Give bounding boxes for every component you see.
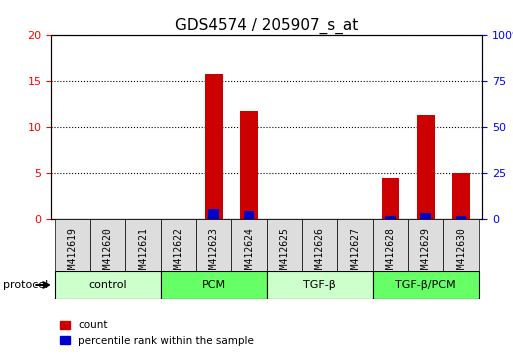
FancyBboxPatch shape [373, 219, 408, 271]
FancyBboxPatch shape [55, 219, 90, 271]
FancyBboxPatch shape [231, 219, 267, 271]
Text: GSM412627: GSM412627 [350, 227, 360, 280]
Text: GSM412629: GSM412629 [421, 227, 431, 280]
Text: protocol: protocol [3, 280, 48, 290]
FancyBboxPatch shape [161, 271, 267, 299]
FancyBboxPatch shape [267, 219, 302, 271]
Bar [382, 178, 399, 219]
FancyBboxPatch shape [267, 271, 373, 299]
Legend: count, percentile rank within the sample: count, percentile rank within the sample [56, 317, 258, 349]
FancyBboxPatch shape [443, 219, 479, 271]
FancyBboxPatch shape [55, 271, 161, 299]
Text: GSM412621: GSM412621 [138, 227, 148, 280]
Text: GSM412624: GSM412624 [244, 227, 254, 280]
Text: GSM412625: GSM412625 [280, 227, 289, 280]
Text: TGF-β/PCM: TGF-β/PCM [396, 280, 456, 290]
FancyBboxPatch shape [126, 219, 161, 271]
Text: GSM412623: GSM412623 [209, 227, 219, 280]
Text: control: control [89, 280, 127, 290]
Bar [205, 74, 223, 219]
Text: GSM412622: GSM412622 [173, 227, 184, 280]
Title: GDS4574 / 205907_s_at: GDS4574 / 205907_s_at [175, 18, 359, 34]
Text: PCM: PCM [202, 280, 226, 290]
Text: TGF-β: TGF-β [303, 280, 336, 290]
FancyBboxPatch shape [161, 219, 196, 271]
FancyBboxPatch shape [408, 219, 443, 271]
Bar [456, 216, 466, 219]
Text: GSM412620: GSM412620 [103, 227, 113, 280]
FancyBboxPatch shape [373, 271, 479, 299]
FancyBboxPatch shape [196, 219, 231, 271]
FancyBboxPatch shape [338, 219, 373, 271]
Text: GSM412626: GSM412626 [315, 227, 325, 280]
FancyBboxPatch shape [90, 219, 126, 271]
Bar [240, 111, 258, 219]
Text: GSM412628: GSM412628 [385, 227, 396, 280]
Bar [385, 216, 396, 219]
Bar [244, 211, 254, 219]
Bar [208, 209, 219, 219]
Bar [452, 173, 470, 219]
Bar [417, 115, 435, 219]
Text: GSM412630: GSM412630 [456, 227, 466, 280]
FancyBboxPatch shape [302, 219, 338, 271]
Bar [421, 213, 431, 219]
Text: GSM412619: GSM412619 [68, 227, 77, 280]
